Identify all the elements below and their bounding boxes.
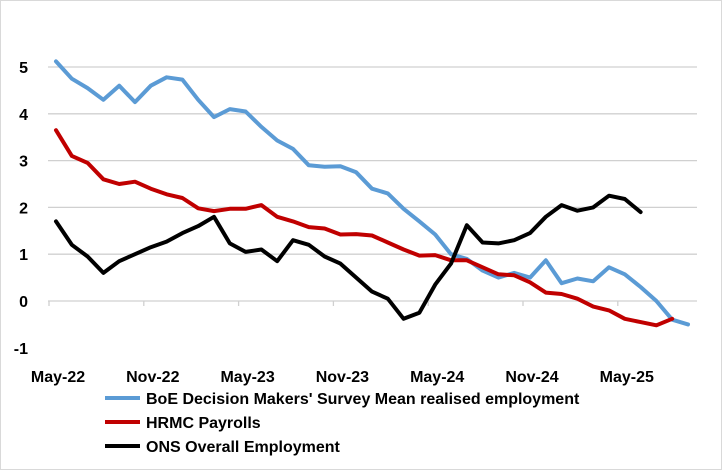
x-tick-label: Nov-23 xyxy=(316,369,369,386)
x-tick-label: Nov-24 xyxy=(505,369,558,386)
x-tick-label: May-24 xyxy=(410,369,464,386)
y-tick-label: 1 xyxy=(19,247,28,264)
series-line-0 xyxy=(54,59,690,327)
x-tick-label: Nov-22 xyxy=(126,369,179,386)
x-tick-label: May-22 xyxy=(31,369,85,386)
y-tick-label: 3 xyxy=(19,154,28,171)
y-tick-label: 0 xyxy=(19,294,28,311)
x-tick-label: May-25 xyxy=(600,369,654,386)
legend-label: HRMC Payrolls xyxy=(146,415,261,432)
y-tick-label: 5 xyxy=(19,60,28,77)
y-tick-label: -1 xyxy=(14,341,28,358)
legend-label: ONS Overall Employment xyxy=(146,439,341,456)
legend-label: BoE Decision Makers' Survey Mean realise… xyxy=(146,391,580,408)
series-line-1 xyxy=(54,128,675,328)
y-tick-label: 2 xyxy=(19,200,28,217)
series-line-2 xyxy=(54,193,643,321)
x-tick-label: May-23 xyxy=(220,369,274,386)
y-tick-label: 4 xyxy=(19,107,28,124)
